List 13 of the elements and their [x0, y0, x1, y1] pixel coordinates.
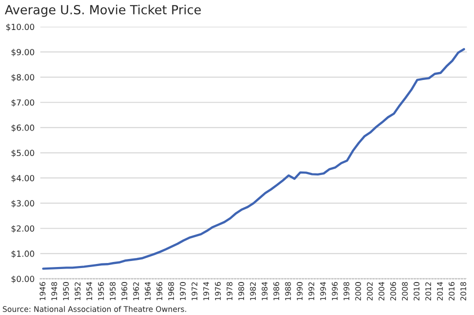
y-tick-label: $6.00 — [12, 124, 34, 132]
y-tick-label: $0.00 — [12, 276, 34, 284]
y-tick-label: $7.00 — [12, 99, 34, 107]
y-tick-label: $3.00 — [12, 200, 34, 208]
y-tick-label: $8.00 — [12, 74, 34, 82]
y-tick-label: $9.00 — [12, 48, 34, 56]
line-series — [42, 48, 466, 270]
y-tick-label: $4.00 — [12, 174, 34, 182]
y-tick-label: $5.00 — [12, 150, 34, 158]
y-tick-label: $10.00 — [6, 24, 34, 32]
chart-title: Average U.S. Movie Ticket Price — [4, 4, 201, 17]
y-tick-label: $2.00 — [12, 225, 34, 233]
y-tick-label: $1.00 — [12, 250, 34, 258]
